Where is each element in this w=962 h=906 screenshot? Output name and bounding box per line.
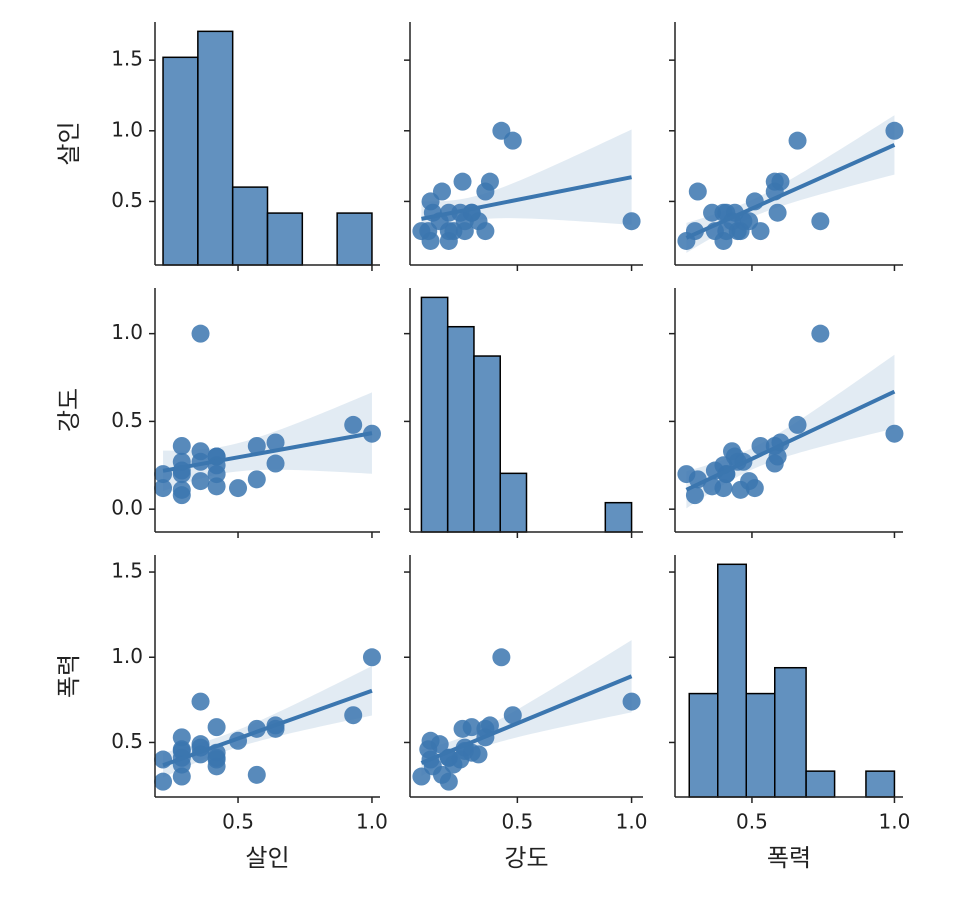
- point: [172, 480, 191, 499]
- y-axis-label: 살인: [55, 121, 83, 165]
- regression-line: [685, 389, 896, 492]
- y-tick-label: 1.5: [111, 559, 143, 583]
- point: [685, 486, 704, 505]
- point: [745, 479, 764, 498]
- hist-bar: [865, 770, 896, 798]
- y-tick-label: 0.5: [111, 729, 143, 753]
- hist-bar: [473, 355, 501, 533]
- point: [885, 424, 904, 443]
- point: [480, 172, 499, 191]
- point: [266, 454, 285, 473]
- point: [444, 755, 463, 774]
- point: [811, 212, 830, 231]
- point: [154, 772, 173, 791]
- y-tick-label: 0.0: [111, 496, 143, 520]
- point: [172, 436, 191, 455]
- hist-bar: [499, 472, 528, 533]
- hist-bar: [717, 563, 747, 798]
- y-tick-label: 0.5: [111, 188, 143, 212]
- point: [688, 182, 707, 201]
- point: [207, 718, 226, 737]
- point: [344, 415, 363, 434]
- point: [503, 706, 522, 725]
- point: [191, 324, 210, 343]
- point: [191, 692, 210, 711]
- point: [740, 212, 759, 231]
- point: [453, 172, 472, 191]
- y-tick-label: 1.0: [111, 644, 143, 668]
- y-tick-label: 1.0: [111, 117, 143, 141]
- point: [480, 716, 499, 735]
- x-tick-label: 1.0: [616, 810, 648, 834]
- point: [362, 648, 381, 667]
- x-tick-label: 0.5: [222, 810, 254, 834]
- point: [768, 203, 787, 222]
- point: [191, 442, 210, 461]
- y-tick-label: 0.5: [111, 408, 143, 432]
- point: [811, 324, 830, 343]
- point: [492, 648, 511, 667]
- point: [154, 479, 173, 498]
- x-tick-label: 0.5: [501, 810, 533, 834]
- y-axis-label: 강도: [55, 388, 83, 432]
- point: [154, 750, 173, 769]
- hist-bar: [774, 666, 807, 798]
- hist-bar: [420, 296, 449, 533]
- point: [421, 731, 440, 750]
- point: [229, 479, 248, 498]
- point: [885, 121, 904, 140]
- hist-bar: [197, 30, 234, 266]
- x-axis-label: 강도: [504, 844, 548, 872]
- hist-bar: [688, 692, 719, 798]
- point: [492, 121, 511, 140]
- y-axis-label: 폭력: [55, 654, 83, 698]
- point: [344, 706, 363, 725]
- hist-bar: [446, 325, 475, 533]
- hist-bar: [805, 770, 836, 798]
- point: [788, 131, 807, 150]
- point: [247, 436, 266, 455]
- x-tick-label: 1.0: [356, 810, 388, 834]
- point: [191, 472, 210, 491]
- point: [453, 719, 472, 738]
- y-tick-label: 1.5: [111, 47, 143, 71]
- point: [788, 415, 807, 434]
- x-tick-label: 0.5: [736, 810, 768, 834]
- point: [266, 433, 285, 452]
- regression-line: [162, 688, 373, 768]
- point: [622, 212, 641, 231]
- point: [247, 765, 266, 784]
- hist-bar: [336, 212, 373, 266]
- point: [432, 182, 451, 201]
- point: [172, 740, 191, 759]
- x-tick-label: 1.0: [879, 810, 911, 834]
- regression-line: [420, 674, 633, 765]
- point: [444, 222, 463, 241]
- hist-bar: [604, 501, 633, 533]
- regression-line: [162, 431, 373, 473]
- point: [765, 172, 784, 191]
- regression-line: [685, 143, 896, 240]
- hist-bar: [231, 186, 269, 266]
- x-axis-label: 살인: [245, 844, 289, 872]
- hist-bar: [266, 212, 304, 266]
- hist-bar: [162, 56, 199, 266]
- x-axis-label: 폭력: [767, 844, 811, 872]
- point: [207, 750, 226, 769]
- point: [247, 470, 266, 489]
- point: [622, 692, 641, 711]
- y-tick-label: 1.0: [111, 320, 143, 344]
- regression-line: [421, 175, 632, 221]
- point: [765, 454, 784, 473]
- hist-bar: [745, 692, 776, 798]
